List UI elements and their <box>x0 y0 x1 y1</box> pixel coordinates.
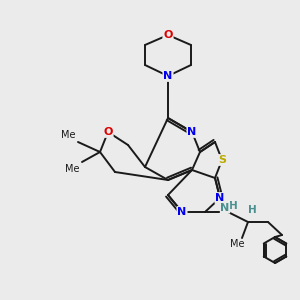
Text: N: N <box>177 207 187 217</box>
Text: Me: Me <box>61 130 76 140</box>
Text: S: S <box>218 155 226 165</box>
Text: N: N <box>220 203 230 213</box>
Text: Me: Me <box>230 239 244 249</box>
Text: O: O <box>163 30 173 40</box>
Text: N: N <box>215 193 225 203</box>
Text: H: H <box>229 201 237 211</box>
Text: N: N <box>188 127 196 137</box>
Text: N: N <box>164 71 172 81</box>
Text: Me: Me <box>65 164 80 174</box>
Text: O: O <box>103 127 113 137</box>
Text: H: H <box>248 205 256 215</box>
